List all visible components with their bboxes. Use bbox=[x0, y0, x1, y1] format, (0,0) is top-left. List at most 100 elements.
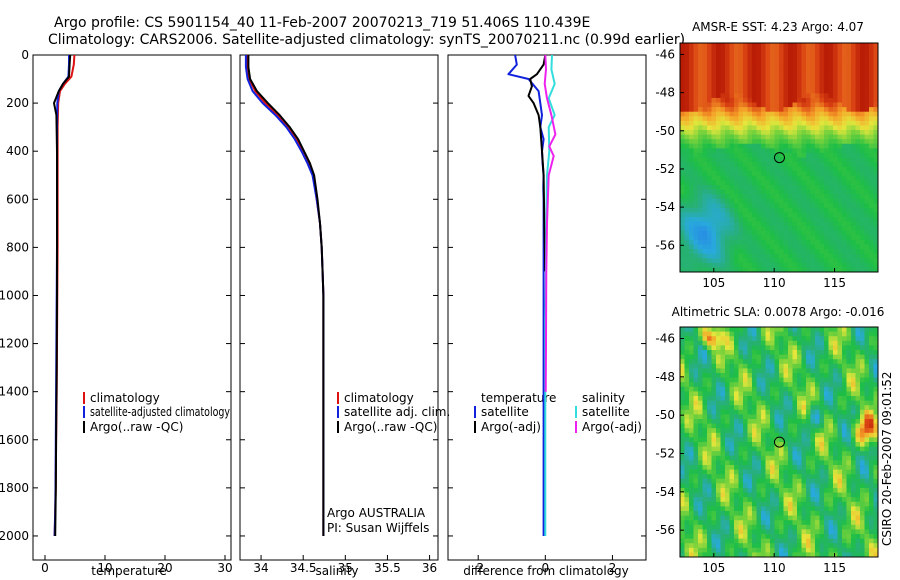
sst_map-cell bbox=[864, 75, 870, 81]
sla_map-cell bbox=[770, 446, 775, 452]
sla_map-cell bbox=[693, 529, 699, 535]
sla_map-cell bbox=[698, 478, 703, 484]
sst_map-cell bbox=[711, 148, 717, 154]
sla_map-cell bbox=[693, 373, 699, 378]
sla_map-cell bbox=[797, 455, 802, 461]
sla_map-cell bbox=[720, 534, 726, 539]
sst_map-cell bbox=[761, 235, 766, 241]
sla_map-cell bbox=[761, 501, 766, 507]
sla_map-cell bbox=[752, 432, 757, 438]
sst_map-cell bbox=[828, 120, 834, 126]
sla_map-cell bbox=[734, 488, 739, 493]
sst_map-cell bbox=[806, 157, 811, 163]
sst_map-cell bbox=[873, 116, 879, 122]
sla_map-cell bbox=[860, 474, 865, 480]
sst_map-cell bbox=[846, 212, 852, 218]
sst_map-cell bbox=[815, 120, 820, 126]
sla_map-cell bbox=[774, 386, 780, 392]
sla_map-cell bbox=[698, 529, 703, 535]
sla_map-cell bbox=[747, 515, 753, 521]
sla_map-cell bbox=[819, 442, 825, 447]
sla_map-cell bbox=[806, 488, 811, 493]
sla_map-cell bbox=[824, 437, 829, 443]
sst_map-cell bbox=[873, 189, 879, 195]
sla_map-cell bbox=[792, 488, 798, 493]
sla_map-cell bbox=[770, 377, 775, 383]
sst_map-cell bbox=[734, 130, 739, 135]
sst_map-cell bbox=[689, 88, 694, 94]
sla_map-cell bbox=[797, 414, 802, 420]
sst_map-cell bbox=[797, 61, 802, 67]
sla_map-cell bbox=[810, 405, 816, 411]
sst_map-cell bbox=[855, 226, 861, 232]
sst_map-cell bbox=[738, 157, 744, 163]
sst_map-cell bbox=[873, 157, 879, 163]
sst_map-cell bbox=[797, 198, 802, 204]
sst_map-cell bbox=[869, 249, 874, 255]
sla_map-cell bbox=[873, 538, 879, 544]
sst_map-cell bbox=[765, 239, 771, 245]
sla_map-cell bbox=[680, 345, 685, 351]
sla_map-cell bbox=[851, 534, 856, 539]
sla_map-cell bbox=[738, 437, 744, 443]
sst_map-cell bbox=[801, 88, 807, 94]
sst_map-cell bbox=[842, 194, 847, 200]
sst_map-cell bbox=[770, 184, 775, 190]
sst_map-cell bbox=[698, 111, 703, 117]
sla_map-cell bbox=[792, 340, 798, 346]
sst_map-cell bbox=[855, 171, 861, 177]
sst_map-cell bbox=[743, 162, 748, 168]
sst_map-cell bbox=[747, 207, 753, 213]
sla_map-cell bbox=[824, 534, 829, 539]
sla_map-cell bbox=[837, 428, 843, 434]
sst_map-cell bbox=[792, 221, 798, 227]
sla_map-cell bbox=[810, 442, 816, 447]
sst_map-cell bbox=[680, 194, 685, 200]
sla_map-cell bbox=[783, 345, 789, 351]
sla_map-cell bbox=[806, 492, 811, 498]
sst_map-cell bbox=[797, 152, 802, 158]
sla_map-cell bbox=[837, 474, 843, 480]
sla_map-cell bbox=[702, 488, 708, 493]
sst_map-cell bbox=[855, 97, 861, 103]
sla_map-cell bbox=[842, 336, 847, 342]
sla_map-cell bbox=[860, 520, 865, 526]
sst_map-cell bbox=[806, 171, 811, 177]
sst_map-cell bbox=[869, 212, 874, 218]
sla_map-cell bbox=[824, 359, 829, 365]
sst_map-cell bbox=[860, 217, 865, 223]
sst_map-cell bbox=[824, 267, 829, 273]
sst_map-cell bbox=[698, 52, 703, 58]
sla_map-cell bbox=[810, 492, 816, 498]
sst_map-cell bbox=[702, 116, 708, 122]
sst_map-cell bbox=[815, 244, 820, 250]
sla_map-cell bbox=[770, 419, 775, 424]
sla_map-cell bbox=[761, 414, 766, 420]
sla_map-cell bbox=[801, 442, 807, 447]
sst_map-cell bbox=[779, 162, 784, 168]
sst_map-cell bbox=[707, 189, 712, 195]
sst_map-cell bbox=[765, 230, 771, 236]
sst_map-cell bbox=[837, 171, 843, 177]
sst_map-cell bbox=[774, 125, 780, 131]
sst_map-cell bbox=[801, 52, 807, 58]
sst_map-cell bbox=[779, 79, 784, 85]
sla_map-cell bbox=[774, 465, 780, 470]
sst_map-cell bbox=[770, 235, 775, 241]
sst_map-cell bbox=[756, 262, 762, 268]
sla_map-cell bbox=[689, 547, 694, 553]
sst_map-cell bbox=[779, 184, 784, 190]
sst_map-cell bbox=[842, 244, 847, 250]
sla_map-cell bbox=[806, 400, 811, 406]
sst_map-cell bbox=[738, 249, 744, 255]
sst_map-cell bbox=[756, 97, 762, 103]
sla_map-cell bbox=[770, 432, 775, 438]
sst_map-cell bbox=[824, 116, 829, 122]
sst_map-cell bbox=[797, 189, 802, 195]
sla_map-cell bbox=[725, 409, 730, 415]
sst_map-cell bbox=[689, 84, 694, 90]
sst_map-cell bbox=[810, 120, 816, 126]
sst_map-cell bbox=[837, 212, 843, 218]
sst_map-cell bbox=[738, 175, 744, 181]
sla_map-cell bbox=[815, 423, 820, 429]
